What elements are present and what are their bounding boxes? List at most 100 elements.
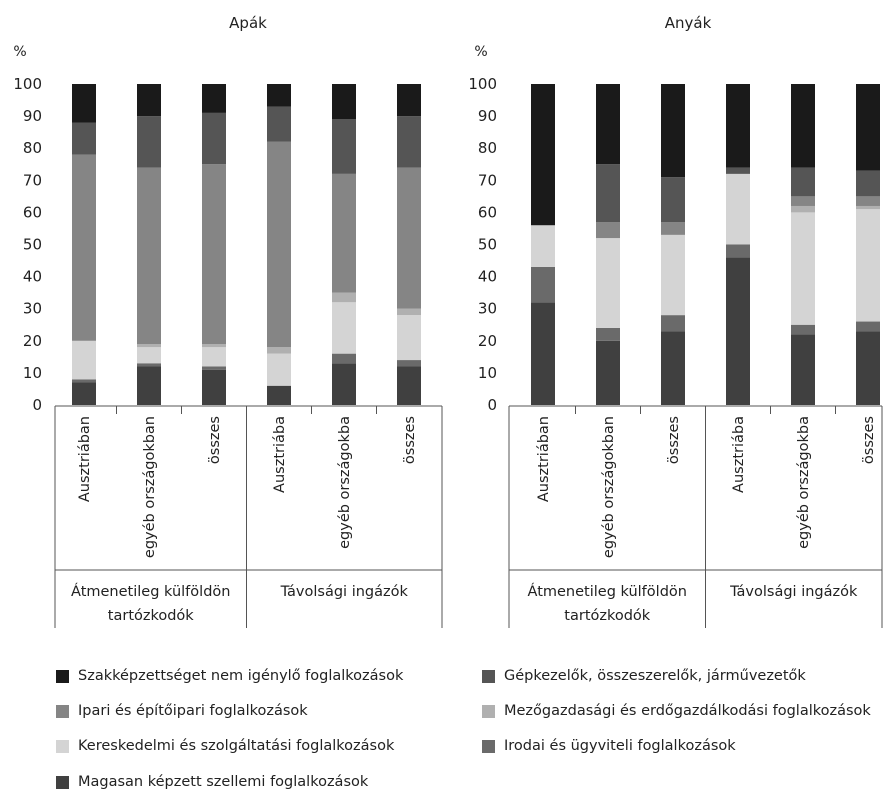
bar-segment bbox=[397, 360, 421, 366]
bar-segment bbox=[72, 379, 96, 382]
bar-segment bbox=[267, 354, 291, 386]
bar-segment bbox=[596, 328, 620, 341]
y-tick-label: 30 bbox=[478, 300, 497, 318]
bar-segment bbox=[856, 331, 880, 405]
y-tick-label: 60 bbox=[23, 203, 42, 221]
bar-segment bbox=[202, 347, 226, 366]
bar-segment bbox=[137, 167, 161, 344]
bar-segment bbox=[267, 84, 291, 106]
bar-segment bbox=[661, 331, 685, 405]
y-tick-label: 20 bbox=[478, 332, 497, 350]
bar-segment bbox=[397, 116, 421, 167]
y-tick-label: 90 bbox=[478, 107, 497, 125]
y-tick-label: 90 bbox=[23, 107, 42, 125]
x-tick-label: összes bbox=[861, 416, 877, 464]
bar-segment bbox=[332, 84, 356, 119]
group-label: Távolsági ingázók bbox=[280, 584, 409, 600]
bar-segment bbox=[332, 354, 356, 364]
legend-item: Kereskedelmi és szolgáltatási foglalkozá… bbox=[56, 738, 394, 754]
bar-segment bbox=[596, 84, 620, 164]
legend-label: Gépkezelők, összeszerelők, járművezetők bbox=[504, 668, 806, 684]
x-tick-label: összes bbox=[402, 416, 418, 464]
group-label: Átmenetileg külföldön bbox=[528, 583, 687, 600]
legend-label: Kereskedelmi és szolgáltatási foglalkozá… bbox=[78, 738, 394, 754]
bar-segment bbox=[72, 123, 96, 155]
bar-segment bbox=[137, 344, 161, 347]
y-tick-label: 60 bbox=[478, 203, 497, 221]
legend-swatch bbox=[56, 740, 69, 753]
x-tick-label: egyéb országokba bbox=[337, 416, 353, 549]
bar-segment bbox=[856, 84, 880, 171]
bar-segment bbox=[531, 225, 555, 267]
x-tick-label: összes bbox=[207, 416, 223, 464]
bar-segment bbox=[137, 84, 161, 116]
legend-swatch bbox=[56, 705, 69, 718]
bar-segment bbox=[137, 363, 161, 366]
y-tick-label: 70 bbox=[478, 171, 497, 189]
legend-label: Irodai és ügyviteli foglalkozások bbox=[504, 738, 736, 754]
bar-segment bbox=[397, 366, 421, 405]
bar-segment bbox=[72, 84, 96, 123]
bar-segment bbox=[531, 302, 555, 405]
bar-segment bbox=[856, 209, 880, 321]
y-tick-label: 100 bbox=[468, 75, 497, 93]
bar-segment bbox=[596, 222, 620, 238]
y-axis-label: % bbox=[474, 44, 487, 60]
legend-item: Ipari és építőipari foglalkozások bbox=[56, 703, 308, 719]
x-tick-label: Ausztriába bbox=[272, 416, 288, 493]
bar-segment bbox=[791, 84, 815, 167]
legend-label: Magasan képzett szellemi foglalkozások bbox=[78, 774, 368, 790]
bar-segment bbox=[202, 344, 226, 347]
bar-segment bbox=[791, 196, 815, 206]
legend-swatch bbox=[482, 670, 495, 683]
legend-label: Mezőgazdasági és erdőgazdálkodási foglal… bbox=[504, 703, 871, 719]
bar-segment bbox=[596, 341, 620, 405]
bar-segment bbox=[397, 315, 421, 360]
bar-segment bbox=[856, 171, 880, 197]
y-tick-label: 10 bbox=[23, 364, 42, 382]
bar-segment bbox=[726, 245, 750, 258]
bar-segment bbox=[202, 366, 226, 369]
legend-item: Gépkezelők, összeszerelők, járművezetők bbox=[482, 668, 806, 684]
bar-segment bbox=[726, 257, 750, 405]
x-tick-label: egyéb országokba bbox=[796, 416, 812, 549]
chart-legend: Szakképzettséget nem igénylő foglalkozás… bbox=[0, 640, 896, 805]
bar-segment bbox=[856, 196, 880, 206]
bar-segment bbox=[596, 238, 620, 328]
y-tick-label: 80 bbox=[478, 139, 497, 157]
legend-label: Szakképzettséget nem igénylő foglalkozás… bbox=[78, 668, 403, 684]
y-tick-label: 40 bbox=[478, 268, 497, 286]
bar-segment bbox=[661, 222, 685, 235]
chart-panel-1: Apák% 0 10 20 30 40 50 60 70 80 90 100 Ausztriában eg… bbox=[13, 14, 442, 628]
bar-segment bbox=[791, 212, 815, 324]
y-tick-label: 100 bbox=[13, 75, 42, 93]
y-tick-label: 40 bbox=[23, 268, 42, 286]
bar-segment bbox=[332, 293, 356, 303]
bar-segment bbox=[202, 370, 226, 405]
chart-panel-2: Anyák% 0 10 20 30 40 50 60 70 80 90 100 Ausztriában e… bbox=[468, 14, 882, 628]
bar-segment bbox=[397, 309, 421, 315]
legend-swatch bbox=[482, 740, 495, 753]
chart-title: Anyák bbox=[665, 14, 712, 32]
chart-title: Apák bbox=[229, 14, 267, 32]
y-axis-label: % bbox=[13, 44, 26, 60]
y-tick-label: 10 bbox=[478, 364, 497, 382]
bar-segment bbox=[791, 167, 815, 196]
bar-segment bbox=[137, 366, 161, 405]
bar-segment bbox=[267, 386, 291, 405]
y-tick-label: 50 bbox=[23, 236, 42, 254]
bar-segment bbox=[332, 119, 356, 174]
y-tick-label: 20 bbox=[23, 332, 42, 350]
group-label: Átmenetileg külföldön bbox=[71, 583, 230, 600]
y-tick-label: 0 bbox=[487, 396, 497, 414]
bar-segment bbox=[791, 334, 815, 405]
bar-segment bbox=[791, 325, 815, 335]
group-label: Távolsági ingázók bbox=[729, 584, 858, 600]
bar-segment bbox=[137, 347, 161, 363]
bar-segment bbox=[332, 174, 356, 293]
bar-segment bbox=[397, 167, 421, 308]
bar-segment bbox=[72, 155, 96, 341]
y-tick-label: 0 bbox=[32, 396, 42, 414]
bar-segment bbox=[726, 84, 750, 167]
